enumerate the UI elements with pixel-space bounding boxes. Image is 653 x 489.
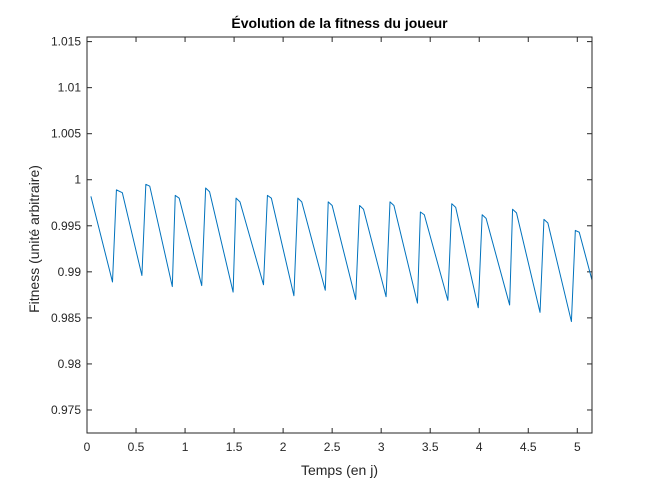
x-tick-label: 1.5: [226, 440, 243, 454]
plot-box: [86, 36, 593, 434]
y-tick-label: 0.985: [51, 311, 81, 325]
fitness-series-line: [90, 183, 593, 323]
x-tick-label: 1: [182, 440, 189, 454]
x-tick-label: 4: [476, 440, 483, 454]
x-tick-label: 5: [574, 440, 581, 454]
x-tick-label: 2: [280, 440, 287, 454]
y-tick-label: 1.005: [51, 127, 81, 141]
x-tick-label: 3.5: [422, 440, 439, 454]
y-tick-label: 1.01: [58, 81, 82, 95]
y-tick-label: 0.975: [51, 403, 81, 417]
axis-ticks: 0 0.5 1 1.5 2 2.5 3 3.5 4 4.5 5 0.975 0.98 0.985 0.99 0…: [51, 35, 592, 454]
series-layer: [90, 183, 593, 323]
y-tick-label: 1.015: [51, 35, 81, 49]
y-tick-label: 0.995: [51, 219, 81, 233]
x-tick-label: 3: [378, 440, 385, 454]
x-tick-label: 2.5: [324, 440, 341, 454]
x-tick-label: 4.5: [520, 440, 537, 454]
y-axis-label: Fitness (unité arbitraire): [26, 165, 42, 313]
x-tick-label: 0.5: [128, 440, 145, 454]
x-tick-label: 0: [84, 440, 91, 454]
x-axis-label: Temps (en j): [301, 462, 378, 478]
chart-title: Évolution de la fitness du joueur: [231, 15, 448, 31]
y-tick-label: 0.98: [58, 357, 82, 371]
y-tick-label: 0.99: [58, 265, 82, 279]
y-tick-label: 1: [74, 173, 81, 187]
